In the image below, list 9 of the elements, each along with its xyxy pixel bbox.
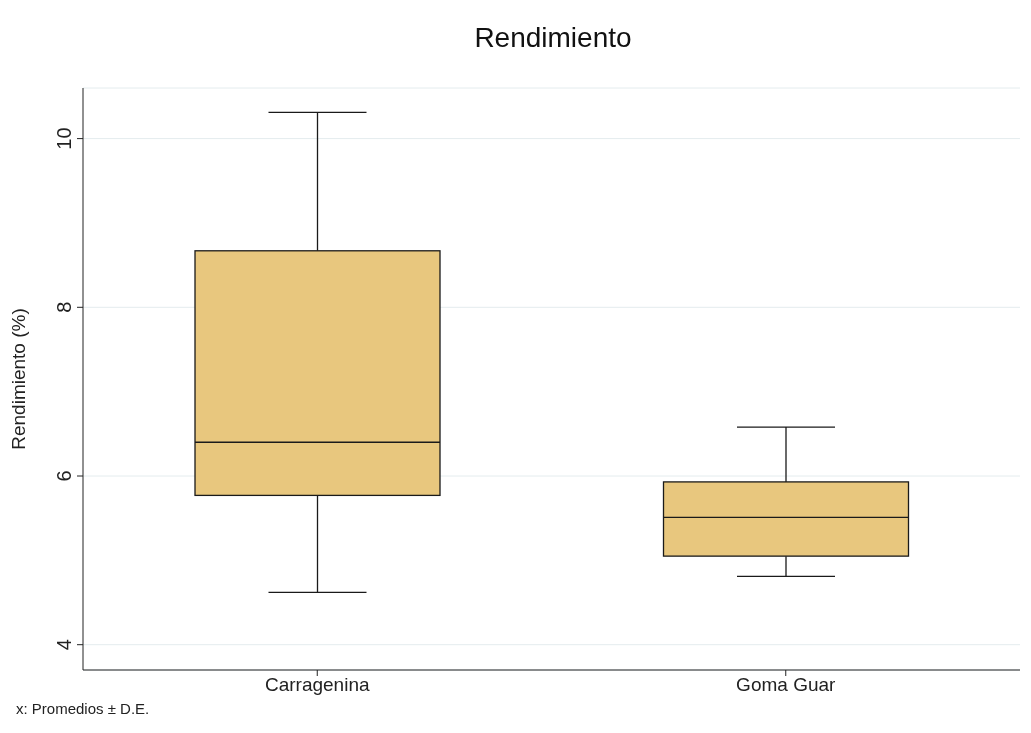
- y-axis-title: Rendimiento (%): [7, 308, 29, 450]
- y-tick-label: 6: [53, 470, 75, 482]
- y-tick-label: 8: [53, 301, 75, 313]
- chart-title: Rendimiento: [473, 22, 633, 54]
- y-tick-label: 10: [53, 127, 75, 150]
- text: x: Promedios ± D.E.: [16, 700, 150, 717]
- x-tick-label: Carragenina: [264, 674, 370, 696]
- x-tick-label: Goma Guar: [736, 674, 837, 696]
- y-tick-label: 4: [53, 639, 75, 651]
